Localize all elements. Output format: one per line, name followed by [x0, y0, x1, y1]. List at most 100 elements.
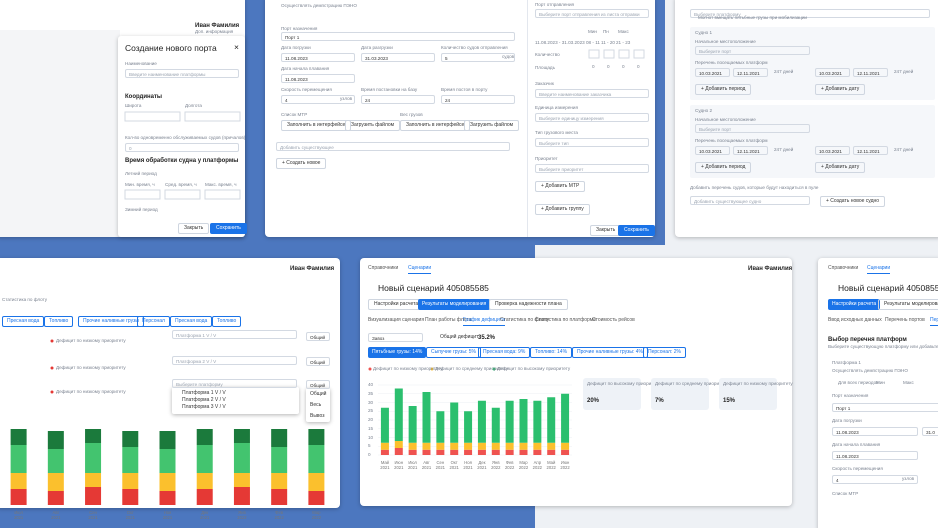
button[interactable]: Сохранить: [210, 223, 247, 234]
input[interactable]: Порт 1: [281, 32, 515, 41]
nav-link[interactable]: Сценарии: [408, 266, 432, 274]
button[interactable]: + Добавить период: [695, 84, 752, 95]
input[interactable]: Выберите платформу: [690, 9, 930, 18]
input[interactable]: 24: [441, 95, 515, 104]
input[interactable]: Общий: [306, 357, 330, 366]
x-tick-label: Апр 2022: [532, 460, 542, 471]
input[interactable]: Выберите тип: [535, 138, 649, 147]
input[interactable]: 10.03.2021: [695, 146, 730, 155]
input[interactable]: 0: [125, 143, 239, 152]
menu-option[interactable]: Вывоз: [310, 413, 325, 419]
menu-option[interactable]: Платформа 3 V / V: [182, 404, 226, 410]
input[interactable]: 31.0: [922, 427, 938, 436]
button[interactable]: Результаты моделирования: [878, 299, 938, 310]
tab[interactable]: График дефицита: [463, 318, 505, 326]
input[interactable]: Добавить существующее: [276, 142, 510, 151]
input[interactable]: Завоз: [368, 333, 423, 342]
input[interactable]: 11.08.2023: [281, 74, 355, 83]
input[interactable]: 4: [281, 95, 355, 104]
nav-link[interactable]: Справочники: [828, 265, 859, 271]
input[interactable]: Введите наименование заказчика: [535, 89, 649, 98]
bar-segment: [308, 445, 325, 473]
input[interactable]: 4: [832, 475, 918, 484]
button[interactable]: Проверка надежности плана: [489, 299, 568, 310]
menu-option[interactable]: Общий: [310, 391, 327, 397]
button[interactable]: Закрыть: [590, 225, 622, 236]
menu-option[interactable]: Платформа 1 V / V: [182, 390, 226, 396]
button[interactable]: Пресная вода: [170, 316, 213, 327]
button[interactable]: Результаты моделирования: [418, 299, 491, 310]
input[interactable]: Общий: [306, 380, 330, 389]
tab[interactable]: Стоимость рейсов: [592, 317, 635, 323]
input[interactable]: Введите наименование платформы: [125, 69, 239, 78]
button[interactable]: Заполнить в интерфейсе: [400, 120, 471, 131]
button[interactable]: + Добавить дату: [815, 84, 866, 95]
x-tick-label: Сен 2021: [88, 510, 98, 521]
tab[interactable]: Статистика по флоту: [500, 317, 550, 323]
button[interactable]: + Добавить период: [695, 162, 752, 173]
tab[interactable]: Перечень портов: [885, 317, 925, 323]
menu-option[interactable]: Платформа 2 V / V: [182, 397, 226, 403]
input[interactable]: Выберите порт: [695, 124, 810, 133]
text: Перечень посещаемых платформ: [695, 138, 768, 143]
input[interactable]: 31.03.2023: [361, 53, 435, 62]
bar-segment: [436, 442, 445, 450]
close-button[interactable]: ×: [234, 42, 239, 52]
input[interactable]: Платформа 1 V / V: [172, 330, 297, 339]
button[interactable]: Сыпучие грузы: 5%: [426, 347, 481, 358]
tab[interactable]: Ввод исходных данных: [828, 317, 882, 323]
button[interactable]: Топливо: 14%: [530, 347, 573, 358]
button[interactable]: + Создать новое: [276, 158, 327, 169]
tab[interactable]: Статистика по платформе: [535, 317, 597, 323]
button[interactable]: Настройки расчета: [368, 299, 425, 310]
input[interactable]: 12.11.2021: [733, 68, 768, 77]
input[interactable]: 10.03.2021: [815, 146, 850, 155]
input[interactable]: 11.08.2023: [832, 451, 918, 460]
button[interactable]: Пятьбные грузы: 14%: [368, 347, 427, 358]
input[interactable]: Платформа 2 V / V: [172, 356, 297, 365]
input[interactable]: Выберите единицу измерения: [535, 113, 649, 122]
button[interactable]: Загрузить файлом: [345, 120, 401, 131]
y-tick-label: 0: [368, 452, 371, 457]
button[interactable]: + Создать новое судно: [820, 196, 886, 207]
input[interactable]: Общий: [306, 332, 330, 341]
menu-option[interactable]: Весь: [310, 402, 322, 408]
input[interactable]: 11.08.2023: [281, 53, 355, 62]
input[interactable]: 11.08.2023: [832, 427, 918, 436]
button[interactable]: Топливо: [44, 316, 74, 327]
input[interactable]: 12.11.2021: [733, 146, 768, 155]
input[interactable]: Выберите приоритет: [535, 164, 649, 173]
button[interactable]: Пресная вода: 9%: [478, 347, 531, 358]
tab[interactable]: Пер: [930, 318, 938, 326]
button[interactable]: Закрыть: [178, 223, 210, 234]
button[interactable]: + Добавить дату: [815, 162, 866, 173]
button[interactable]: Прочие наливные грузы: 4%: [572, 347, 648, 358]
input[interactable]: 12.11.2021: [853, 68, 888, 77]
nav-link[interactable]: Сценарии: [867, 266, 891, 274]
tab[interactable]: План работы флота: [425, 317, 472, 323]
input[interactable]: Порт 1: [832, 403, 938, 412]
button[interactable]: Прочие наливные грузы: [78, 316, 144, 327]
button[interactable]: Персонал: 2%: [643, 347, 686, 358]
legend-label: Дефицит по высокому приоритету: [497, 366, 571, 371]
button[interactable]: Персонал: [137, 316, 170, 327]
button[interactable]: + Добавить МТР: [535, 181, 586, 192]
button[interactable]: Настройки расчета: [828, 299, 881, 310]
tab[interactable]: Визуализация сценария: [368, 317, 425, 323]
input[interactable]: Выберите порт: [695, 46, 810, 55]
button[interactable]: Сохранить: [618, 225, 655, 236]
nav-link[interactable]: Справочники: [368, 265, 399, 271]
input[interactable]: Добавить существующее судно: [690, 196, 810, 205]
button[interactable]: Пресная вода: [2, 316, 45, 327]
input[interactable]: Выберите порт отправления из листа отпра…: [535, 9, 649, 18]
input[interactable]: 12.11.2021: [853, 146, 888, 155]
button[interactable]: Загрузить файлом: [464, 120, 520, 131]
input[interactable]: 5: [441, 53, 515, 62]
input[interactable]: 10.03.2021: [695, 68, 730, 77]
input[interactable]: 24: [361, 95, 435, 104]
button[interactable]: + Добавить группу: [535, 204, 590, 215]
button[interactable]: Топливо: [212, 316, 242, 327]
button[interactable]: Заполнить в интерфейсе: [281, 120, 352, 131]
input[interactable]: Выберите платформу: [172, 379, 297, 388]
input[interactable]: 10.03.2021: [815, 68, 850, 77]
